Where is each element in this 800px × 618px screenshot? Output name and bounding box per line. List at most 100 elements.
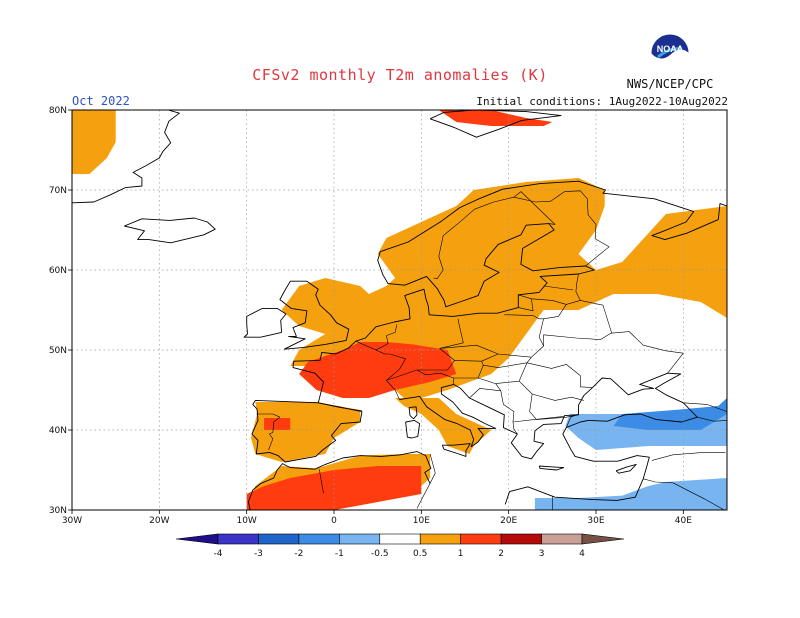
coastline bbox=[453, 372, 698, 505]
country-border bbox=[518, 298, 534, 312]
anomaly-region-5 bbox=[299, 342, 457, 398]
colorbar-swatch bbox=[217, 533, 259, 545]
colorbar-label: 3 bbox=[539, 549, 545, 559]
anomaly-region-3 bbox=[395, 398, 492, 454]
lat-tick-label: 40N bbox=[49, 426, 67, 436]
coastline bbox=[408, 406, 418, 420]
lon-tick-label: 20W bbox=[149, 516, 169, 526]
coastline bbox=[251, 399, 363, 463]
colorbar: -4 -3 -2 -1 -0.5 0.5 1 2 3 4 bbox=[175, 533, 625, 559]
anomaly-region-2 bbox=[251, 402, 361, 462]
country-border bbox=[375, 324, 398, 351]
coastlines bbox=[72, 110, 800, 510]
anomaly-region-11 bbox=[613, 398, 727, 430]
noaa-logo: NOAA bbox=[650, 33, 690, 77]
country-border bbox=[513, 190, 610, 267]
country-border bbox=[481, 353, 499, 362]
coastline bbox=[779, 135, 800, 182]
coastline bbox=[292, 180, 727, 403]
colorbar-swatch bbox=[258, 533, 300, 545]
chart-title: CFSv2 monthly T2m anomalies (K) bbox=[252, 66, 548, 84]
coastline bbox=[123, 217, 216, 244]
colorbar-label: 4 bbox=[579, 549, 585, 559]
country-border bbox=[512, 416, 564, 423]
coastline bbox=[405, 419, 421, 439]
colorbar-swatch bbox=[419, 533, 461, 545]
lat-tick-label: 50N bbox=[49, 346, 67, 356]
colorbar-label: 2 bbox=[498, 549, 504, 559]
country-border bbox=[643, 478, 725, 510]
country-border bbox=[483, 357, 532, 368]
country-border bbox=[683, 402, 727, 412]
colorbar-label: -4 bbox=[214, 549, 223, 559]
lon-tick-label: 10E bbox=[413, 516, 430, 526]
lat-tick-label: 70N bbox=[49, 186, 67, 196]
country-border bbox=[566, 413, 579, 428]
coastline bbox=[615, 463, 637, 474]
colorbar-low-arrow bbox=[175, 533, 219, 545]
colorbar-label: -2 bbox=[294, 549, 303, 559]
country-border bbox=[518, 380, 584, 401]
country-border bbox=[651, 452, 726, 461]
colorbar-label: -1 bbox=[335, 549, 344, 559]
anomaly-shading bbox=[72, 110, 727, 510]
anomaly-region-0 bbox=[72, 110, 116, 174]
colorbar-label: -0.5 bbox=[371, 549, 389, 559]
logo-lettering: NOAA bbox=[657, 44, 684, 54]
coastline bbox=[399, 383, 497, 448]
initial-conditions: Initial conditions: 1Aug2022-10Aug2022 bbox=[476, 95, 728, 108]
country-border bbox=[416, 453, 436, 509]
country-border bbox=[575, 273, 581, 301]
country-border bbox=[543, 331, 684, 374]
axis-ticks: 30W 20W 10W 0 10E 20E 30E 40E 30N 40N 50N 60N 70N 80N bbox=[49, 106, 692, 526]
country-border bbox=[469, 388, 501, 399]
lat-tick-label: 60N bbox=[49, 266, 67, 276]
coastline bbox=[441, 443, 471, 457]
lon-tick-label: 0 bbox=[331, 516, 337, 526]
colorbar-swatch bbox=[298, 533, 340, 545]
colorbar-swatch bbox=[460, 533, 502, 545]
country-border bbox=[433, 196, 514, 280]
country-border bbox=[256, 413, 281, 451]
coastline bbox=[243, 307, 287, 338]
country-border bbox=[697, 416, 727, 422]
colorbar-high-arrow bbox=[581, 533, 625, 545]
lat-tick-label: 80N bbox=[49, 106, 67, 116]
colorbar-swatch bbox=[500, 533, 542, 545]
colorbar-label: 1 bbox=[458, 549, 464, 559]
country-border bbox=[318, 402, 362, 412]
agency-label: NWS/NCEP/CPC bbox=[626, 77, 714, 91]
coastline bbox=[247, 451, 432, 510]
lat-tick-label: 30N bbox=[49, 506, 67, 516]
lon-tick-label: 40E bbox=[675, 516, 692, 526]
coastline bbox=[72, 110, 180, 204]
colorbar-label: -3 bbox=[254, 549, 263, 559]
country-border bbox=[543, 285, 574, 291]
country-border bbox=[355, 340, 406, 400]
country-border bbox=[518, 294, 567, 305]
anomaly-region-8 bbox=[438, 110, 553, 126]
lon-tick-label: 10W bbox=[236, 516, 256, 526]
country-border bbox=[439, 314, 544, 358]
country-border bbox=[526, 362, 593, 388]
lon-tick-label: 30E bbox=[587, 516, 604, 526]
colorbar-swatch bbox=[541, 533, 583, 545]
coastline bbox=[279, 280, 350, 350]
map-frame bbox=[71, 109, 728, 511]
forecast-month: Oct 2022 bbox=[72, 94, 130, 108]
lon-tick-label: 30W bbox=[62, 516, 82, 526]
country-border bbox=[478, 362, 528, 384]
coastline bbox=[429, 110, 562, 138]
anomaly-region-7 bbox=[264, 418, 291, 430]
colorbar-label: 0.5 bbox=[413, 549, 427, 559]
country-border bbox=[543, 300, 612, 334]
coastline bbox=[538, 465, 565, 471]
colorbar-swatch bbox=[339, 533, 381, 545]
graticule bbox=[72, 110, 727, 510]
country-border bbox=[318, 469, 324, 494]
country-border bbox=[386, 369, 454, 385]
lon-tick-label: 20E bbox=[500, 516, 517, 526]
colorbar-swatch bbox=[379, 533, 421, 545]
country-borders bbox=[256, 190, 727, 510]
